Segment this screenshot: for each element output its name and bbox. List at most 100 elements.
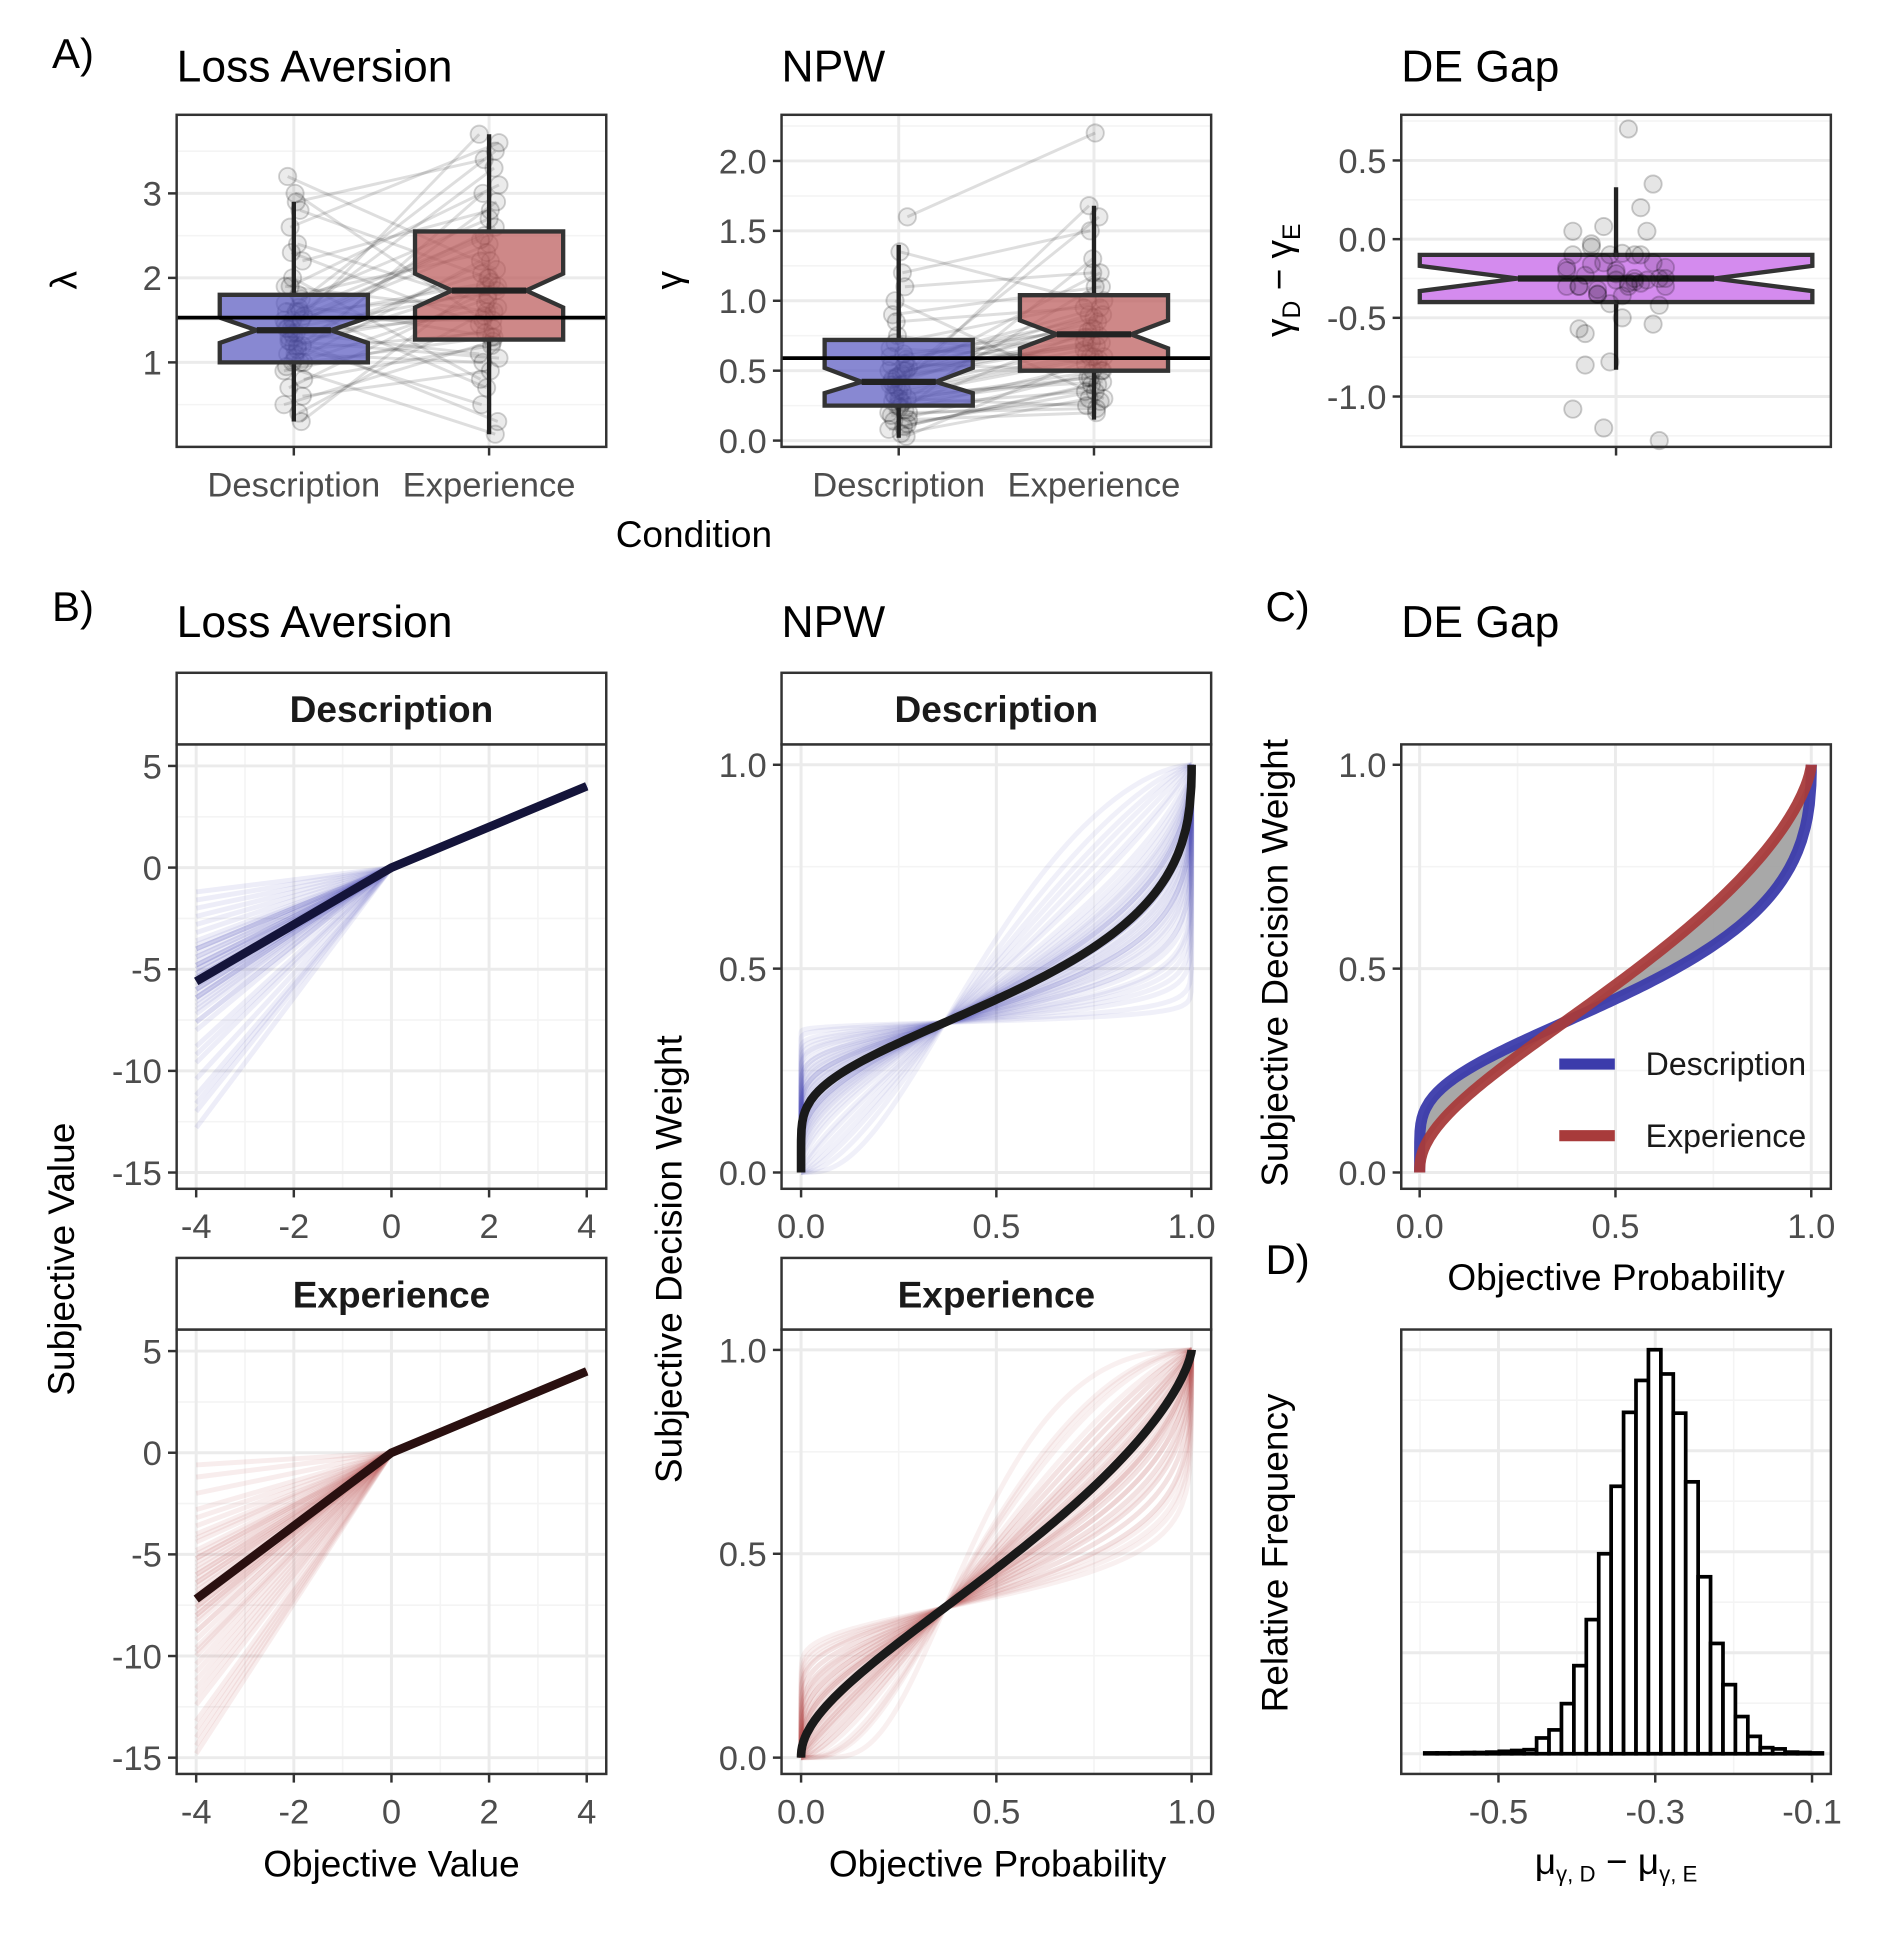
individual-weighting-curve [798,764,1195,1173]
series-experience [1414,764,1817,1173]
individual-weighting-curve [798,764,1195,1173]
participant-point [1606,270,1626,290]
histogram-bar [1696,1574,1713,1756]
x-tick-label: Experience [403,466,576,504]
panel-a1: 1 2 3 Description Experience [143,113,608,504]
y-axis-title-a2: γ [648,270,690,289]
y-tick-label: -5 [131,952,162,990]
facet-experience: Experience 5 0 -5 -10 -15 -4 -2 0 2 4 [112,1256,608,1831]
individual-weighting-curve [801,1347,1192,1761]
individual-weighting-curve [801,1347,1192,1761]
x-axis-title-b2: Objective Probability [829,1842,1167,1884]
y-axis-title-a1: λ [43,270,85,289]
histogram-bar [1646,1347,1663,1756]
participant-point [1587,284,1608,304]
y-axis-title-a3-part: γ [1257,318,1299,337]
panel-d: -0.5 -0.3 -0.1 [1400,1328,1842,1831]
histogram-bar [1683,1479,1700,1756]
x-tick-label: 0.5 [972,1793,1020,1831]
facet-strip [780,1256,1213,1331]
individual-weighting-curve [798,1349,1195,1758]
participant-point [1600,294,1620,314]
participant-line [904,271,1093,289]
participant-line [289,183,500,288]
x-axis-title-d: μγ, D − μγ, E [1535,1840,1698,1886]
histogram-bar [1422,1751,1440,1756]
participant-point [275,276,295,296]
individual-weighting-curve [798,1349,1195,1758]
participant-line [302,369,491,398]
participant-point [1563,245,1583,265]
individual-weighting-curve [801,762,1192,1175]
y-tick-label: 0.0 [1338,221,1386,259]
mean-value-curve [194,782,589,986]
individual-weighting-curve [798,764,1195,1173]
individual-weighting-curve [798,764,1195,1173]
participant-point [1618,276,1638,296]
participant-point [1612,308,1632,328]
panel-border [1400,1328,1833,1776]
histogram-bar [1621,1410,1638,1756]
y-tick-label: 0.5 [1338,143,1386,181]
individual-weighting-curve [798,764,1195,1173]
individual-weighting-curve [798,764,1195,1173]
participant-point [1569,319,1589,339]
participant-point [489,348,509,368]
participant-point [1655,276,1675,296]
title-b2: NPW [782,598,886,647]
x-tick-label: 1.0 [1787,1208,1835,1246]
individual-weighting-curve [798,1349,1195,1758]
participant-point [1557,261,1577,281]
individual-weighting-curve [800,762,1194,1175]
individual-weighting-curve [798,1349,1195,1758]
participant-line [891,399,1101,417]
panel-a2: 0.0 0.5 1.0 1.5 2.0 Description Experience [719,113,1213,504]
participant-point [1587,284,1608,304]
participant-line [285,365,496,436]
participant-point [1606,264,1626,284]
y-tick-label: 2 [143,260,162,298]
y-tick-label: 0.0 [719,1740,767,1778]
individual-weighting-curve [798,764,1195,1173]
x-tick-label: 0.0 [777,1793,825,1831]
individual-weighting-curve [798,1348,1194,1759]
box-experience [412,229,566,342]
mean-value-curve [193,1367,589,1603]
y-tick-label: 0.5 [719,951,767,989]
individual-weighting-curve [798,764,1195,1173]
x-tick-label: -0.3 [1625,1793,1685,1831]
y-axis-title-a3: γD − γE [1257,223,1306,337]
panel-c: Description Experience 0.0 0.5 1.0 0.0 0.5 1.0 [1338,743,1835,1246]
x-tick-label: -2 [278,1208,309,1246]
participant-line [289,141,500,229]
participant-line [907,390,1096,426]
plots: 1 2 3 Description Experience 0.0 0.5 1.0 1.5 2.0 D… [112,113,1842,1831]
individual-weighting-curve [798,764,1195,1173]
histogram-bar [1485,1750,1502,1756]
individual-weighting-curve [798,764,1195,1173]
individual-weighting-curve [798,764,1195,1173]
participant-point [285,183,305,203]
y-tick-label: -0.5 [1327,300,1387,338]
participant-point [1563,221,1583,241]
individual-weighting-curve [798,1349,1195,1758]
facet-strip-label: Description [290,688,494,730]
individual-weighting-curve [798,764,1195,1173]
individual-weighting-curve [798,764,1195,1173]
participant-point [1557,257,1577,278]
facet-description: Description 5 0 -5 -10 -15 -4 -2 0 2 4 [112,671,608,1246]
participant-line [893,369,1103,423]
participant-point [1643,314,1663,334]
individual-weighting-curve [800,1347,1193,1761]
y-axis-title-d: Relative Frequency [1254,1393,1296,1712]
participant-line [894,299,1105,400]
x-axis-title-c: Objective Probability [1447,1256,1785,1298]
participant-point [1631,245,1651,265]
participant-point [1606,261,1626,281]
participant-point [1649,268,1669,289]
participant-line [303,344,492,381]
x-tick-label: Description [207,466,380,504]
title-a2: NPW [782,42,886,91]
individual-weighting-curve [801,762,1192,1175]
panel-b2: Description 0.0 0.5 1.0 0.0 0.5 1.0 Experience 0… [719,671,1216,1831]
